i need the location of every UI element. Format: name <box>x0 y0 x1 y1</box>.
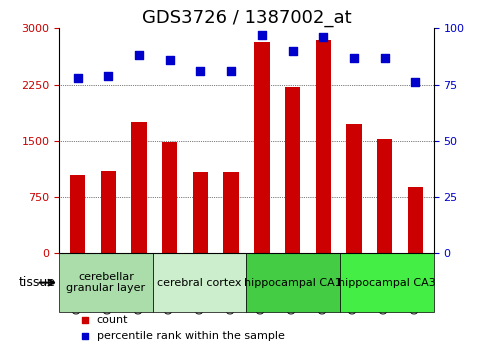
Point <box>135 52 143 58</box>
Point <box>105 73 112 79</box>
FancyBboxPatch shape <box>153 253 246 312</box>
Bar <box>193 172 208 253</box>
Point <box>197 68 205 74</box>
Point <box>81 333 89 338</box>
Bar <box>285 87 300 253</box>
Point <box>166 57 174 63</box>
Bar <box>101 171 116 253</box>
Text: cerebral cortex: cerebral cortex <box>157 278 242 287</box>
Bar <box>316 40 331 253</box>
Bar <box>346 124 362 253</box>
Text: count: count <box>97 315 128 325</box>
Bar <box>70 175 85 253</box>
Text: cerebellar
granular layer: cerebellar granular layer <box>67 272 145 293</box>
Bar <box>223 172 239 253</box>
Bar <box>131 122 147 253</box>
Point <box>319 34 327 40</box>
Point <box>73 75 81 81</box>
Title: GDS3726 / 1387002_at: GDS3726 / 1387002_at <box>141 9 352 27</box>
Point <box>81 317 89 322</box>
Text: percentile rank within the sample: percentile rank within the sample <box>97 331 284 341</box>
FancyBboxPatch shape <box>59 253 153 312</box>
Bar <box>254 42 270 253</box>
Text: tissue: tissue <box>18 276 55 289</box>
FancyBboxPatch shape <box>246 253 340 312</box>
Point <box>350 55 358 61</box>
Point <box>412 80 420 85</box>
Text: hippocampal CA1: hippocampal CA1 <box>245 278 342 287</box>
Point <box>288 48 296 54</box>
Bar <box>408 187 423 253</box>
FancyBboxPatch shape <box>340 253 434 312</box>
Bar <box>377 139 392 253</box>
Text: hippocampal CA3: hippocampal CA3 <box>338 278 436 287</box>
Point <box>227 68 235 74</box>
Bar <box>162 142 177 253</box>
Point <box>258 32 266 38</box>
Point <box>381 55 388 61</box>
